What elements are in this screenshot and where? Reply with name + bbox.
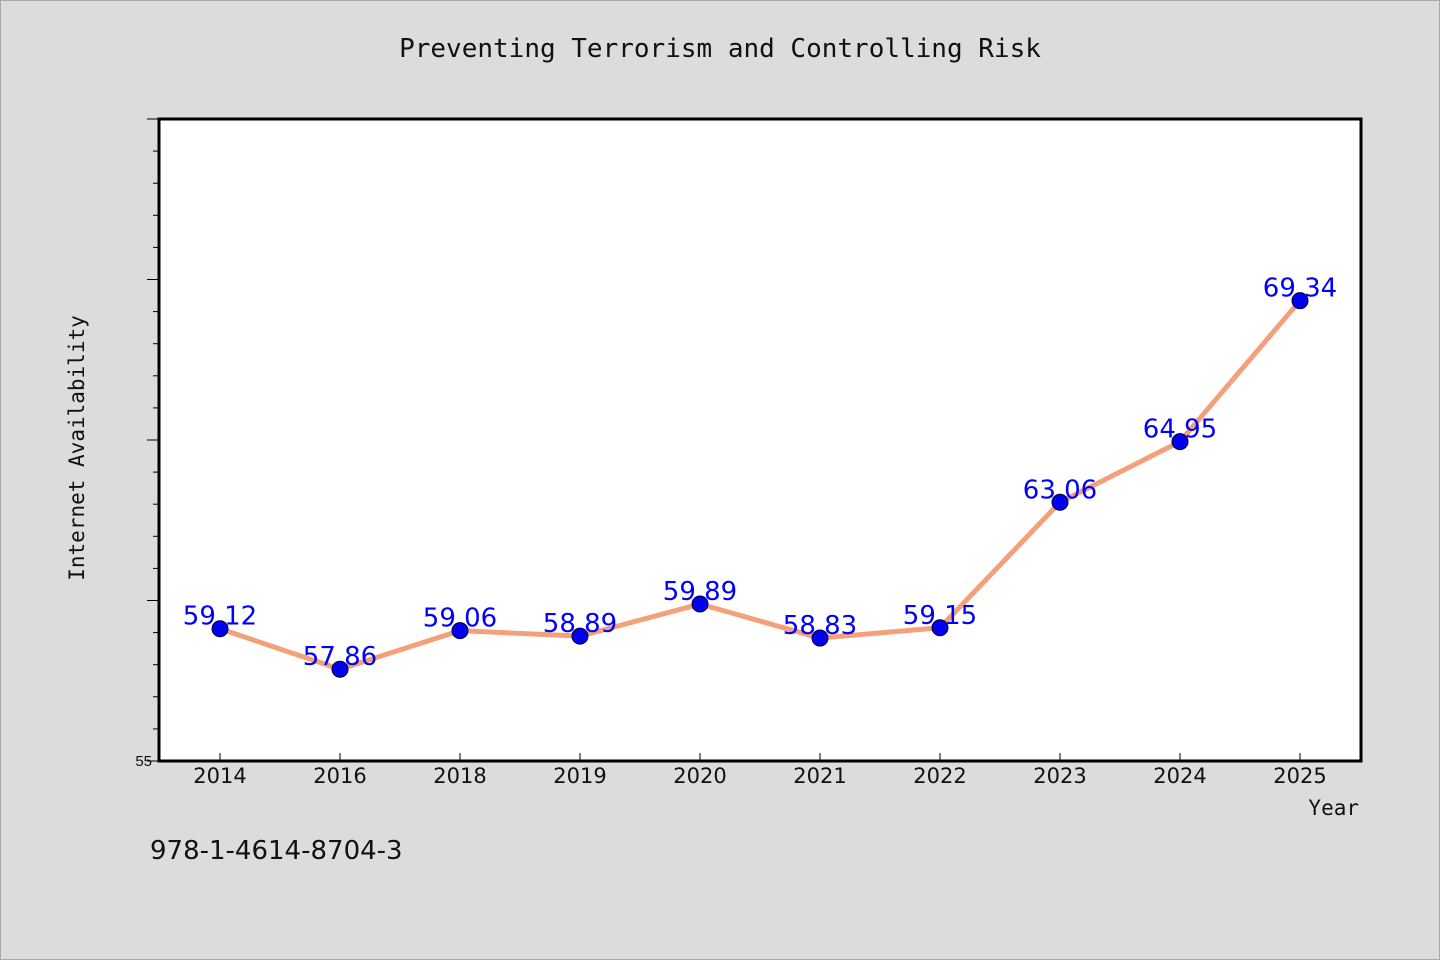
- data-point: [331, 660, 349, 678]
- x-axis-ticks: 2014 2016 2018 2019 2020 2021 2022 2023 2024 2025: [193, 753, 1327, 788]
- data-label: 59.89: [663, 577, 737, 607]
- data-point: [1291, 292, 1309, 310]
- x-tick-label: 2023: [1033, 764, 1086, 788]
- data-point: [1051, 493, 1069, 511]
- x-tick-label: 2022: [913, 764, 966, 788]
- isbn-footer: 978-1-4614-8704-3: [150, 836, 403, 866]
- y-tick-label: 55: [135, 753, 152, 770]
- data-label: 64.95: [1143, 415, 1217, 445]
- data-point: [571, 627, 589, 645]
- x-tick-label: 2020: [673, 764, 726, 788]
- data-point: [691, 595, 709, 613]
- data-point: [211, 620, 229, 638]
- plot-area: [157, 117, 1363, 763]
- data-label: 58.89: [543, 609, 617, 639]
- data-label: 69.34: [1263, 274, 1337, 304]
- data-label: 59.06: [423, 604, 497, 634]
- x-tick-label: 2018: [433, 764, 486, 788]
- x-tick-label: 2021: [793, 764, 846, 788]
- x-tick-label: 2016: [313, 764, 366, 788]
- x-tick-label: 2025: [1273, 764, 1326, 788]
- data-point: [811, 629, 829, 647]
- data-series: [211, 292, 1309, 678]
- data-point: [931, 619, 949, 637]
- x-tick-label: 2024: [1153, 764, 1206, 788]
- chart-title: Preventing Terrorism and Controlling Ris…: [399, 34, 1041, 64]
- data-point: [451, 622, 469, 640]
- x-axis-label: Year: [1308, 796, 1359, 820]
- x-tick-label: 2014: [193, 764, 246, 788]
- series-line: [217, 298, 1303, 672]
- y-axis-ticks: 55: [135, 118, 159, 770]
- data-label: 59.12: [183, 602, 257, 632]
- data-label: 57.86: [303, 642, 377, 672]
- data-label: 58.83: [783, 611, 857, 641]
- data-point: [1171, 433, 1189, 451]
- data-label: 63.06: [1023, 475, 1097, 505]
- data-labels: 59.12 57.86 59.06 58.89 59.89 58.83 59.15 63.06…: [183, 274, 1337, 673]
- x-tick-label: 2019: [553, 764, 606, 788]
- data-label: 59.15: [903, 601, 977, 631]
